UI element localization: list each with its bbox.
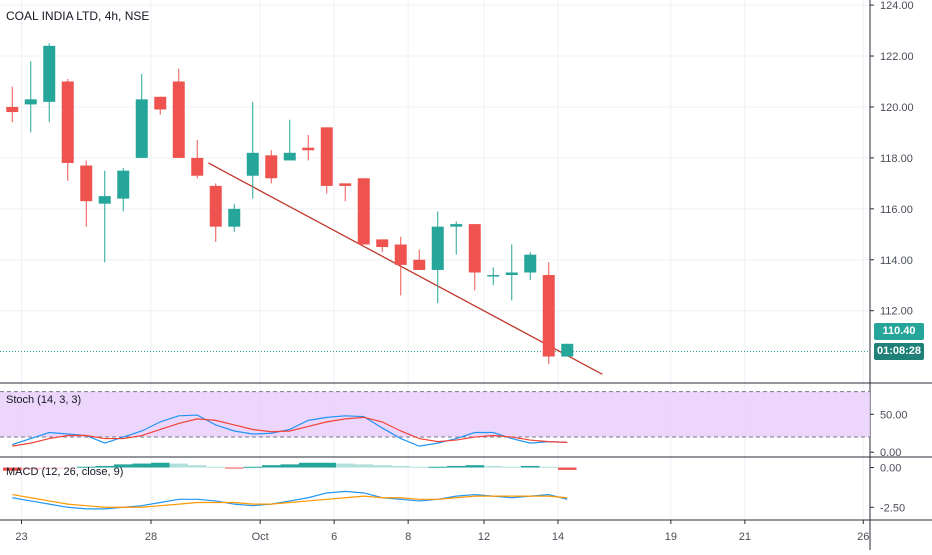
last-price-tag: 110.40 <box>874 323 924 340</box>
y-tick-label: 118.00 <box>880 153 913 165</box>
candle-body <box>24 99 37 105</box>
candle-body <box>228 208 241 227</box>
macd-histogram-bar <box>484 465 503 468</box>
macd-histogram-bar <box>317 462 336 468</box>
candle-body <box>283 152 296 161</box>
x-tick-label: 28 <box>145 531 157 543</box>
macd-series-line <box>12 490 568 510</box>
x-tick-label: 12 <box>478 531 490 543</box>
candle-body <box>172 81 185 158</box>
macd-histogram-bar <box>243 466 262 468</box>
chart-title: COAL INDIA LTD, 4h, NSE <box>6 9 150 23</box>
candle-body <box>246 152 259 176</box>
macd-histogram-bar <box>169 463 188 468</box>
x-tick-label: 21 <box>739 531 751 543</box>
candle-body <box>209 185 222 227</box>
stoch-series-line <box>12 416 568 447</box>
x-tick-label: Oct <box>252 531 269 543</box>
macd-histogram-bar <box>58 467 77 469</box>
macd-histogram-bar <box>280 464 299 468</box>
candle-body <box>339 183 352 186</box>
stoch-label: Stoch (14, 3, 3) <box>6 394 82 406</box>
y-tick-label: 124.00 <box>880 0 914 12</box>
candle-body <box>302 147 315 151</box>
macd-histogram-bar <box>465 465 484 468</box>
macd-histogram-bar <box>21 467 40 470</box>
macd-histogram-bar <box>354 464 373 468</box>
candle-body <box>80 165 93 202</box>
x-tick-label: 23 <box>15 531 27 543</box>
macd-histogram-bar <box>95 465 114 468</box>
candle-body <box>505 272 518 276</box>
macd-histogram-bar <box>3 467 22 471</box>
candle-body <box>61 81 74 163</box>
candle-body <box>524 254 537 273</box>
trend-line <box>208 162 603 375</box>
candle-body <box>265 155 278 179</box>
y-tick-label: 114.00 <box>880 255 913 267</box>
macd-histogram-bar <box>225 467 244 469</box>
macd-histogram-bar <box>114 464 133 468</box>
candle-body <box>561 343 574 357</box>
x-tick-label: 19 <box>665 531 677 543</box>
candle-body <box>376 239 389 248</box>
candle-body <box>43 45 56 102</box>
y-tick-label: 120.00 <box>880 102 914 114</box>
candle-body <box>191 157 204 176</box>
macd-histogram-bar <box>447 465 466 468</box>
candle-body <box>154 96 167 110</box>
y-tick-label: 112.00 <box>880 306 913 318</box>
candle-body <box>542 275 555 357</box>
macd-histogram-bar <box>558 467 577 470</box>
macd-label: MACD (12, 26, close, 9) <box>6 466 124 478</box>
macd-histogram-bar <box>502 466 521 468</box>
stoch-tick-label: 50.00 <box>880 409 908 421</box>
macd-histogram-bar <box>206 466 225 468</box>
candle-body <box>320 127 333 186</box>
candle-body <box>413 259 426 270</box>
candle-body <box>450 224 463 227</box>
candle-body <box>98 196 111 204</box>
macd-histogram-bar <box>299 462 318 468</box>
macd-histogram-bar <box>410 466 429 468</box>
candle-body <box>135 99 148 158</box>
y-tick-label: 122.00 <box>880 51 914 63</box>
candle-body <box>431 226 444 270</box>
candle-body <box>394 244 407 265</box>
macd-histogram-bar <box>77 466 96 468</box>
macd-histogram-bar <box>521 465 540 468</box>
macd-tick-label: -2.50 <box>880 502 905 514</box>
macd-tick-label: 0.00 <box>880 463 901 475</box>
macd-histogram-bar <box>262 465 281 468</box>
candle-body <box>487 275 500 277</box>
macd-histogram-bar <box>539 466 558 468</box>
y-tick-label: 116.00 <box>880 204 913 216</box>
x-tick-label: 26 <box>857 531 869 543</box>
x-tick-label: 14 <box>552 531 564 543</box>
macd-series-line <box>12 493 568 508</box>
stoch-band <box>0 391 870 438</box>
macd-histogram-bar <box>336 463 355 468</box>
stoch-series-line <box>12 414 568 447</box>
macd-histogram-bar <box>132 463 151 468</box>
countdown-tag: 01:08:28 <box>874 343 924 360</box>
x-tick-label: 8 <box>405 531 411 543</box>
macd-histogram-bar <box>40 467 59 470</box>
x-tick-label: 6 <box>331 531 337 543</box>
macd-histogram-bar <box>373 465 392 468</box>
candle-body <box>357 178 370 245</box>
stoch-tick-label: 0.00 <box>880 447 901 459</box>
macd-histogram-bar <box>188 465 207 468</box>
candle-body <box>117 170 130 199</box>
macd-histogram-bar <box>391 465 410 468</box>
macd-histogram-bar <box>428 466 447 468</box>
candle-body <box>6 106 19 113</box>
candle-body <box>468 224 481 273</box>
macd-histogram-bar <box>151 462 170 468</box>
